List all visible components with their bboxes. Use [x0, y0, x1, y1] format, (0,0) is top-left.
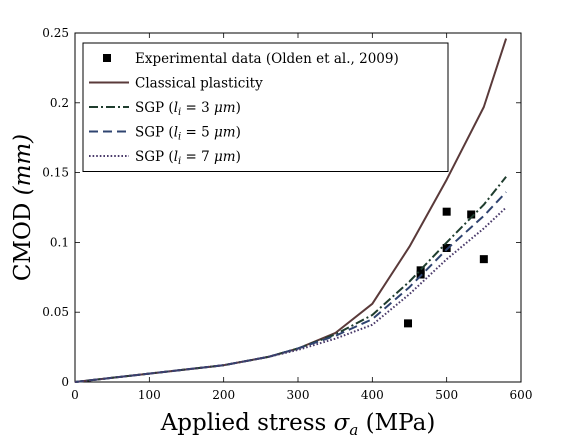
legend-label-1: Classical plasticity: [135, 76, 263, 92]
x-tick-label: 100: [138, 388, 161, 402]
data-point-experimental: [416, 266, 425, 275]
x-tick-label: 500: [435, 388, 458, 402]
data-point-experimental: [479, 255, 488, 264]
y-axis-label: CMOD (mm): [10, 134, 36, 281]
data-point-experimental: [442, 243, 451, 252]
x-tick-label: 600: [510, 388, 533, 402]
x-tick-label: 400: [361, 388, 384, 402]
x-tick-label: 200: [212, 388, 235, 402]
legend-label-3: SGP (li = 5 μm): [135, 125, 241, 143]
x-tick-label: 300: [287, 388, 310, 402]
data-point-experimental: [442, 207, 451, 216]
y-tick-label: 0.1: [50, 235, 69, 249]
data-point-experimental: [404, 319, 413, 328]
x-tick-label: 0: [71, 388, 79, 402]
data-point-experimental: [467, 210, 476, 219]
series-line-2: [74, 176, 507, 383]
y-tick-label: 0.25: [42, 26, 69, 40]
y-tick-label: 0: [61, 375, 69, 389]
y-tick-label: 0.05: [42, 305, 69, 319]
y-tick-label: 0.15: [42, 166, 69, 180]
series-line-3: [74, 191, 507, 383]
legend-box: [82, 42, 449, 172]
legend-label-4: SGP (li = 7 μm): [135, 149, 241, 167]
x-axis-label: Applied stress σa (MPa): [160, 410, 436, 439]
y-tick-label: 0.2: [50, 96, 69, 110]
legend-label-0: Experimental data (Olden et al., 2009): [135, 51, 399, 67]
legend-label-2: SGP (li = 3 μm): [135, 100, 241, 118]
legend-marker-experimental: [103, 54, 111, 62]
series-line-4: [74, 206, 507, 383]
